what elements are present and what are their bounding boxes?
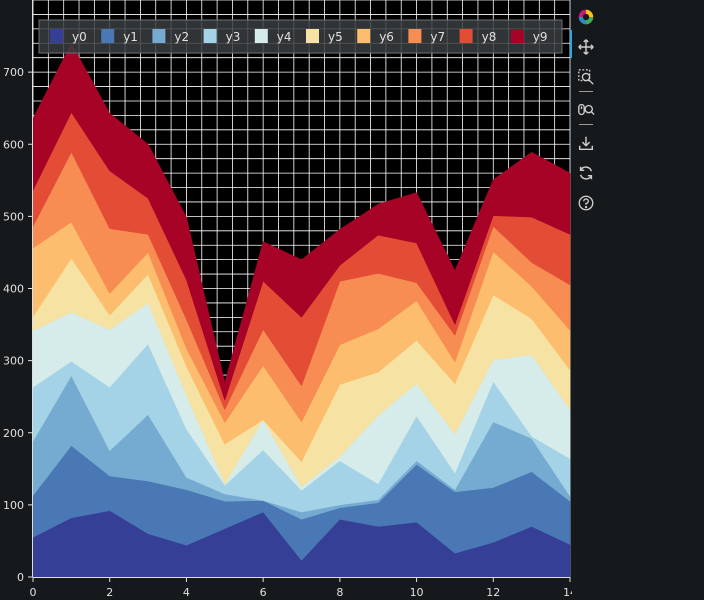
toolbar: [572, 0, 600, 220]
legend-label-y6: y6: [379, 30, 394, 44]
y-tick-label: 300: [3, 355, 24, 368]
pan-icon[interactable]: [573, 34, 599, 60]
x-tick-label: 8: [336, 586, 343, 599]
legend-label-y9: y9: [533, 30, 548, 44]
y-tick-label: 0: [17, 571, 24, 584]
legend-swatch-y8: [459, 29, 473, 43]
box-zoom-icon[interactable]: [573, 64, 599, 90]
wheel-zoom-icon[interactable]: [573, 97, 599, 123]
axes: 0 2 4 6 8 10 12 14 0 100 200 300 400 500 600 700: [3, 0, 572, 599]
legend-swatch-y0: [50, 29, 63, 43]
stacked-areas: [32, 42, 571, 578]
toolbar-separator: [579, 124, 593, 125]
legend-label-y7: y7: [430, 30, 445, 44]
x-tick-label: 2: [106, 586, 113, 599]
bokeh-logo-icon[interactable]: [573, 4, 599, 30]
y-tick-label: 700: [3, 66, 24, 79]
toolbar-separator: [579, 91, 593, 92]
y-tick-label: 200: [3, 427, 24, 440]
x-tick-label: 4: [183, 586, 190, 599]
y-tick-label: 400: [3, 283, 24, 296]
legend-swatch-y5: [306, 29, 319, 43]
legend-label-y2: y2: [174, 30, 189, 44]
chart[interactable]: 0 2 4 6 8 10 12 14 0 100 200 300 400 500 600 700 y0 y1 y2…: [0, 0, 572, 600]
y-tick-label: 500: [3, 210, 24, 223]
legend-swatch-y6: [357, 29, 371, 43]
x-tick-label: 0: [30, 586, 37, 599]
legend-label-y4: y4: [277, 30, 292, 44]
legend-label-y0: y0: [72, 30, 87, 44]
legend-swatch-y3: [203, 29, 217, 43]
area-y9: [32, 42, 571, 402]
reset-icon[interactable]: [573, 160, 599, 186]
legend-label-y1: y1: [123, 30, 138, 44]
active-tool-marker: [570, 30, 572, 58]
legend-swatch-y1: [101, 29, 115, 43]
x-tick-label: 12: [486, 586, 500, 599]
legend: y0 y1 y2 y3 y4 y5 y6 y7 y8 y9: [38, 19, 563, 54]
legend-label-y8: y8: [482, 30, 497, 44]
legend-swatch-y2: [152, 29, 166, 43]
x-tick-label: 6: [260, 586, 267, 599]
x-tick-label: 14: [563, 586, 572, 599]
legend-label-y3: y3: [226, 30, 241, 44]
save-icon[interactable]: [573, 130, 599, 156]
legend-label-y5: y5: [328, 30, 343, 44]
legend-box: [38, 19, 563, 54]
x-tick-label: 10: [410, 586, 424, 599]
y-tick-label: 600: [3, 138, 24, 151]
legend-swatch-y4: [254, 29, 268, 43]
legend-swatch-y7: [408, 29, 422, 43]
help-icon[interactable]: [573, 190, 599, 216]
y-tick-label: 100: [3, 499, 24, 512]
legend-swatch-y9: [510, 29, 524, 43]
